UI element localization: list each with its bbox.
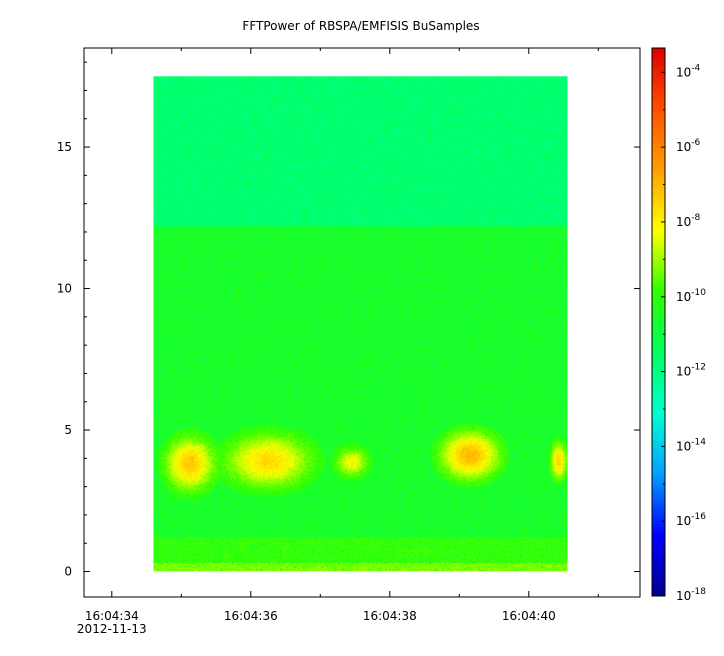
colorbar-tick-label: 10-16 [676, 512, 706, 528]
y-axis: 0 5 10 15 [57, 61, 640, 579]
x-tick-label: 16:04:38 [363, 609, 417, 623]
colorbar-tick-base: 10 [676, 215, 691, 229]
colorbar-tick-exponent: -16 [691, 512, 706, 522]
colorbar-tick-label: 10-12 [676, 363, 706, 379]
y-tick-label: 0 [64, 565, 72, 579]
x-date-label: 2012-11-13 [77, 622, 147, 636]
colorbar-tick-exponent: -12 [691, 363, 706, 373]
y-tick-label: 15 [57, 140, 72, 154]
colorbar-tick-exponent: -18 [691, 587, 706, 597]
colorbar-tick-label: 10-10 [676, 288, 706, 304]
colorbar-tick-base: 10 [676, 290, 691, 304]
colorbar-tick-exponent: -10 [691, 288, 706, 298]
x-tick-label: 16:04:36 [224, 609, 278, 623]
y-tick-label: 5 [64, 423, 72, 437]
colorbar-tick-label: 10-14 [676, 437, 706, 453]
colorbar-tick-exponent: -8 [691, 213, 700, 223]
x-tick-label: 16:04:40 [502, 609, 556, 623]
colorbar-tick-label: 10-6 [676, 138, 701, 154]
spectrogram-image [153, 76, 568, 572]
colorbar-tick-exponent: -14 [691, 437, 706, 447]
colorbar-tick-base: 10 [676, 439, 691, 453]
colorbar-tick-base: 10 [676, 65, 691, 79]
colorbar-tick-label: 10-18 [676, 587, 706, 603]
colorbar-tick-base: 10 [676, 514, 691, 528]
chart-title: FFTPower of RBSPA/EMFISIS BuSamples [242, 19, 479, 33]
colorbar-frame [651, 47, 666, 597]
colorbar-tick-base: 10 [676, 365, 691, 379]
x-tick-label: 16:04:34 [85, 609, 139, 623]
colorbar-tick-base: 10 [676, 589, 691, 603]
colorbar-tick-exponent: -4 [691, 63, 700, 73]
colorbar-tick-label: 10-8 [676, 213, 701, 229]
colorbar-tick-exponent: -6 [691, 138, 700, 148]
colorbar-tick-base: 10 [676, 140, 691, 154]
colorbar-tick-label: 10-4 [676, 63, 701, 79]
colorbar-gradient [652, 48, 665, 596]
y-tick-label: 10 [57, 282, 72, 296]
